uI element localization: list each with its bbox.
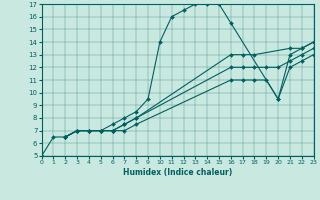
X-axis label: Humidex (Indice chaleur): Humidex (Indice chaleur)	[123, 168, 232, 177]
